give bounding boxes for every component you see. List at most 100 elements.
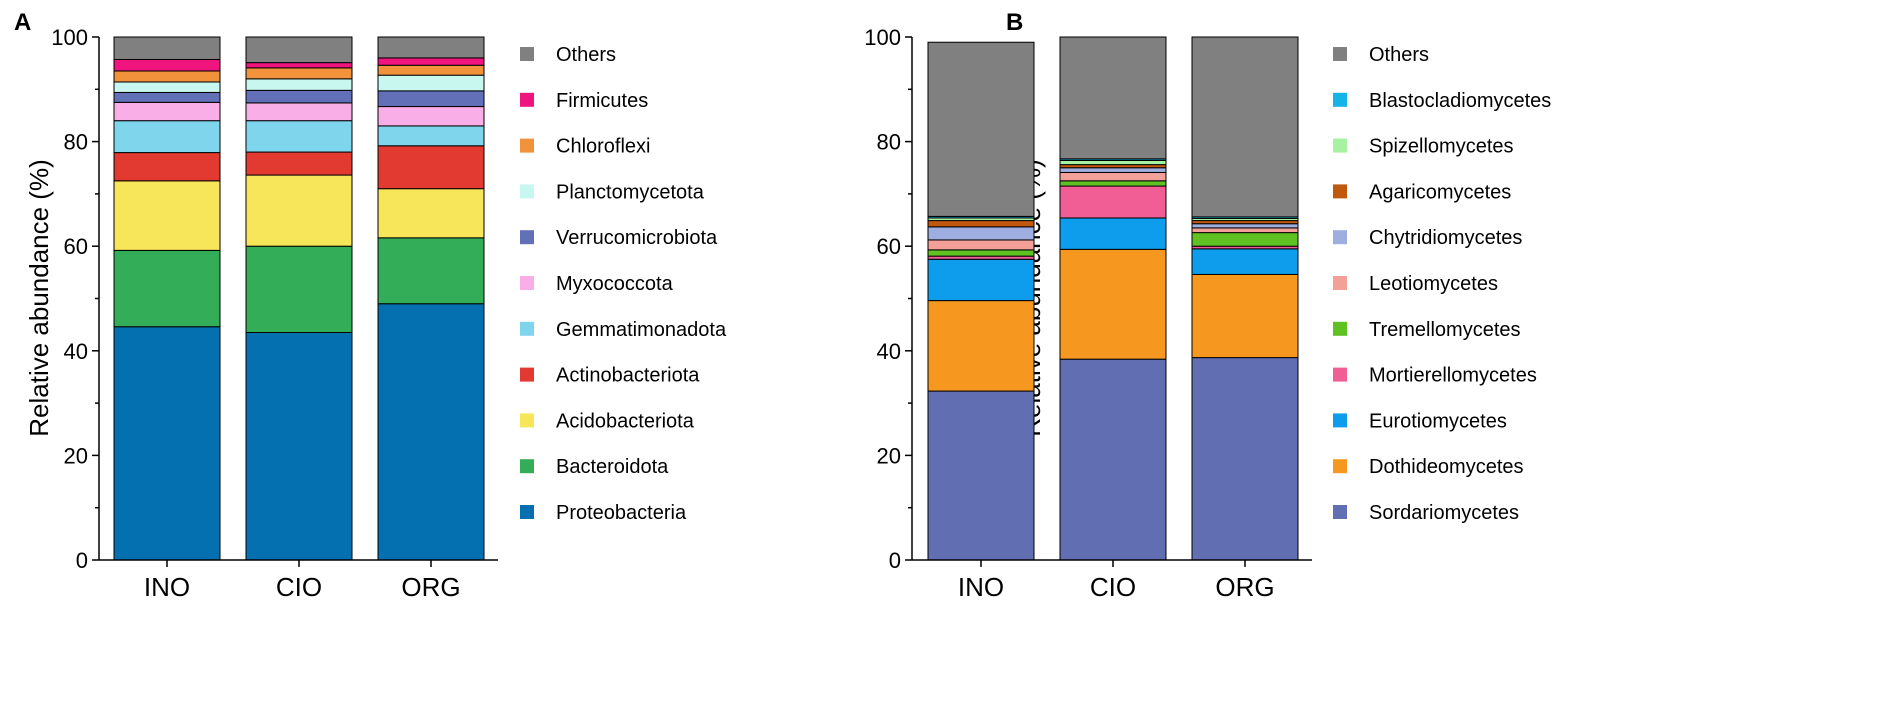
panel-a-legend-label-myxococcota: Myxococcota [556, 273, 674, 295]
panel-b-legend-swatch-chytridiomycetes [1333, 230, 1347, 245]
panel-a-y-tick-label: 20 [64, 443, 88, 468]
panel-a-legend-swatch-others [520, 47, 534, 61]
panel-b-x-tick-label: CIO [1090, 572, 1136, 602]
panel-a-bar-cio-planctomycetota [245, 78, 353, 91]
panel-a-bar-org-verrucomicrobiota [377, 90, 485, 108]
panel-b-legend-label-spizellomycetes: Spizellomycetes [1369, 136, 1514, 158]
panel-a-legend-label-planctomycetota: Planctomycetota [556, 181, 705, 203]
panel-a-bar-ino-proteobacteria [113, 326, 221, 561]
panel-a-bar-org-others [377, 36, 485, 59]
panel-a-bar-ino-others [113, 36, 221, 60]
panel-b-bar-ino-chytridiomycetes [927, 226, 1035, 241]
panel-a-y-tick-label: 40 [64, 339, 88, 364]
panel-a-y-tick-label: 60 [64, 234, 88, 259]
panel-b-legend-swatch-agaricomycetes [1333, 184, 1347, 199]
panel-b-legend-swatch-dothideomycetes [1333, 459, 1347, 474]
panel-a-bar-ino-actinobacteriota [113, 152, 221, 182]
panel-b-bar-org-sordariomycetes [1191, 357, 1299, 561]
panel-a-legend-swatch-bacteroidota [520, 459, 534, 474]
panel-b-y-tick-label: 60 [877, 234, 901, 259]
panel-b-legend-label-leotiomycetes: Leotiomycetes [1369, 273, 1498, 295]
panel-b: B Relative abundance (%) INOCIOORG020406… [864, 9, 1551, 602]
panel-b-bar-org-dothideomycetes [1191, 273, 1299, 359]
panel-b-bar-cio-tremellomycetes [1059, 180, 1167, 187]
panel-a-legend-label-verrucomicrobiota: Verrucomicrobiota [556, 227, 718, 249]
panel-a-y-tick-label: 100 [51, 25, 88, 50]
panel-b-legend-swatch-sordariomycetes [1333, 505, 1347, 519]
panel-b-bar-ino-others [927, 41, 1035, 217]
panel-b-y-tick-label: 40 [877, 339, 901, 364]
panel-a-legend-swatch-acidobacteriota [520, 413, 534, 428]
panel-a-legend-swatch-chloroflexi [520, 138, 534, 153]
panel-b-legend-label-dothideomycetes: Dothideomycetes [1369, 456, 1524, 478]
panel-a-y-tick-label: 80 [64, 130, 88, 155]
panel-a-bar-org-chloroflexi [377, 64, 485, 76]
panel-a-legend-label-actinobacteriota: Actinobacteriota [556, 365, 700, 387]
panel-a-legend-label-acidobacteriota: Acidobacteriota [556, 410, 695, 432]
panel-a-bar-cio-firmicutes [245, 62, 353, 69]
panel-b-legend-label-blastocladiomycetes: Blastocladiomycetes [1369, 90, 1551, 112]
panel-b-y-tick-label: 100 [864, 25, 901, 50]
panel-b-bar-ino-agaricomycetes [927, 220, 1035, 228]
panel-b-x-tick-label: INO [958, 572, 1004, 602]
panel-a-bar-ino-firmicutes [113, 58, 221, 72]
panel-b-legend-swatch-others [1333, 47, 1347, 61]
panel-b-label: B [1006, 9, 1023, 36]
panel-b-legend-label-chytridiomycetes: Chytridiomycetes [1369, 227, 1522, 249]
panel-a-legend-label-chloroflexi: Chloroflexi [556, 136, 650, 158]
panel-b-bar-ino-sordariomycetes [927, 390, 1035, 561]
panel-b-bar-ino-leotiomycetes [927, 239, 1035, 251]
panel-a-legend-label-gemmatimonadota: Gemmatimonadota [556, 319, 727, 341]
panel-a-plot: INO CIO ORG 0 20 40 60 80 100 [51, 25, 498, 602]
panel-b-plot: INO CIO ORG 0 20 40 60 80 100 [864, 25, 1312, 602]
panel-a-legend-swatch-verrucomicrobiota [520, 230, 534, 245]
panel-b-bar-org-tremellomycetes [1191, 232, 1299, 247]
panel-a-legend-label-others: Others [556, 44, 616, 66]
panel-b-bar-ino-dothideomycetes [927, 300, 1035, 392]
panel-a-bar-org-bacteroidota [377, 237, 485, 305]
panel-a-bar-cio-others [245, 36, 353, 64]
panel-b-legend-swatch-leotiomycetes [1333, 276, 1347, 290]
panel-a-legend-label-bacteroidota: Bacteroidota [556, 456, 669, 478]
panel-a-bar-org-actinobacteriota [377, 145, 485, 190]
panel-a-bar-ino-gemmatimonadota [113, 120, 221, 154]
panel-a-bar-ino-bacteroidota [113, 249, 221, 328]
panel-a-label: A [14, 9, 31, 36]
panel-b-bar-org-chytridiomycetes [1191, 223, 1299, 229]
panel-a-bar-cio-bacteroidota [245, 245, 353, 333]
panel-a-legend: Others Firmicutes Chloroflexi Planctomyceto… [520, 44, 727, 524]
panel-b-legend-label-others: Others [1369, 44, 1429, 66]
panel-b-legend-swatch-spizellomycetes [1333, 138, 1347, 153]
panel-a-x-tick-label: INO [144, 572, 190, 602]
panel-b-legend-label-agaricomycetes: Agaricomycetes [1369, 181, 1511, 203]
panel-a-bar-ino-myxococcota [113, 101, 221, 122]
panel-a-bar-org-gemmatimonadota [377, 125, 485, 147]
panel-b-x-tick-label: ORG [1215, 572, 1274, 602]
panel-a-legend-label-proteobacteria: Proteobacteria [556, 502, 687, 524]
panel-b-bar-cio-leotiomycetes [1059, 171, 1167, 182]
panel-a-bar-cio-acidobacteriota [245, 174, 353, 247]
panel-a-y-axis-label: Relative abundance (%) [24, 159, 54, 437]
panel-a-legend-swatch-firmicutes [520, 92, 534, 107]
panel-b-bar-org-leotiomycetes [1191, 227, 1299, 234]
panel-a-legend-swatch-myxococcota [520, 276, 534, 290]
panel-b-bar-cio-chytridiomycetes [1059, 167, 1167, 173]
panel-b-y-tick-label: 80 [877, 130, 901, 155]
panel-b-legend-swatch-eurotiomycetes [1333, 413, 1347, 428]
panel-a-bar-cio-proteobacteria [245, 331, 353, 561]
panel-a-legend-swatch-proteobacteria [520, 505, 534, 519]
panel-b-legend: Others Blastocladiomycetes Spizellomycetes… [1333, 44, 1551, 524]
panel-a-bar-org-acidobacteriota [377, 188, 485, 239]
panel-b-legend-label-mortierellomycetes: Mortierellomycetes [1369, 365, 1537, 387]
panel-b-legend-label-eurotiomycetes: Eurotiomycetes [1369, 410, 1507, 432]
panel-a-bar-ino-acidobacteriota [113, 180, 221, 251]
panel-b-y-tick-label: 20 [877, 443, 901, 468]
panel-a-bar-org-planctomycetota [377, 74, 485, 92]
panel-b-bar-cio-spizellomycetes [1059, 159, 1167, 166]
panel-b-legend-swatch-blastocladiomycetes [1333, 92, 1347, 107]
panel-b-y-tick-label: 0 [889, 548, 901, 573]
panel-a-bar-org-myxococcota [377, 106, 485, 127]
panel-a-bar-ino-verrucomicrobiota [113, 91, 221, 103]
panel-b-bar-ino-tremellomycetes [927, 249, 1035, 257]
